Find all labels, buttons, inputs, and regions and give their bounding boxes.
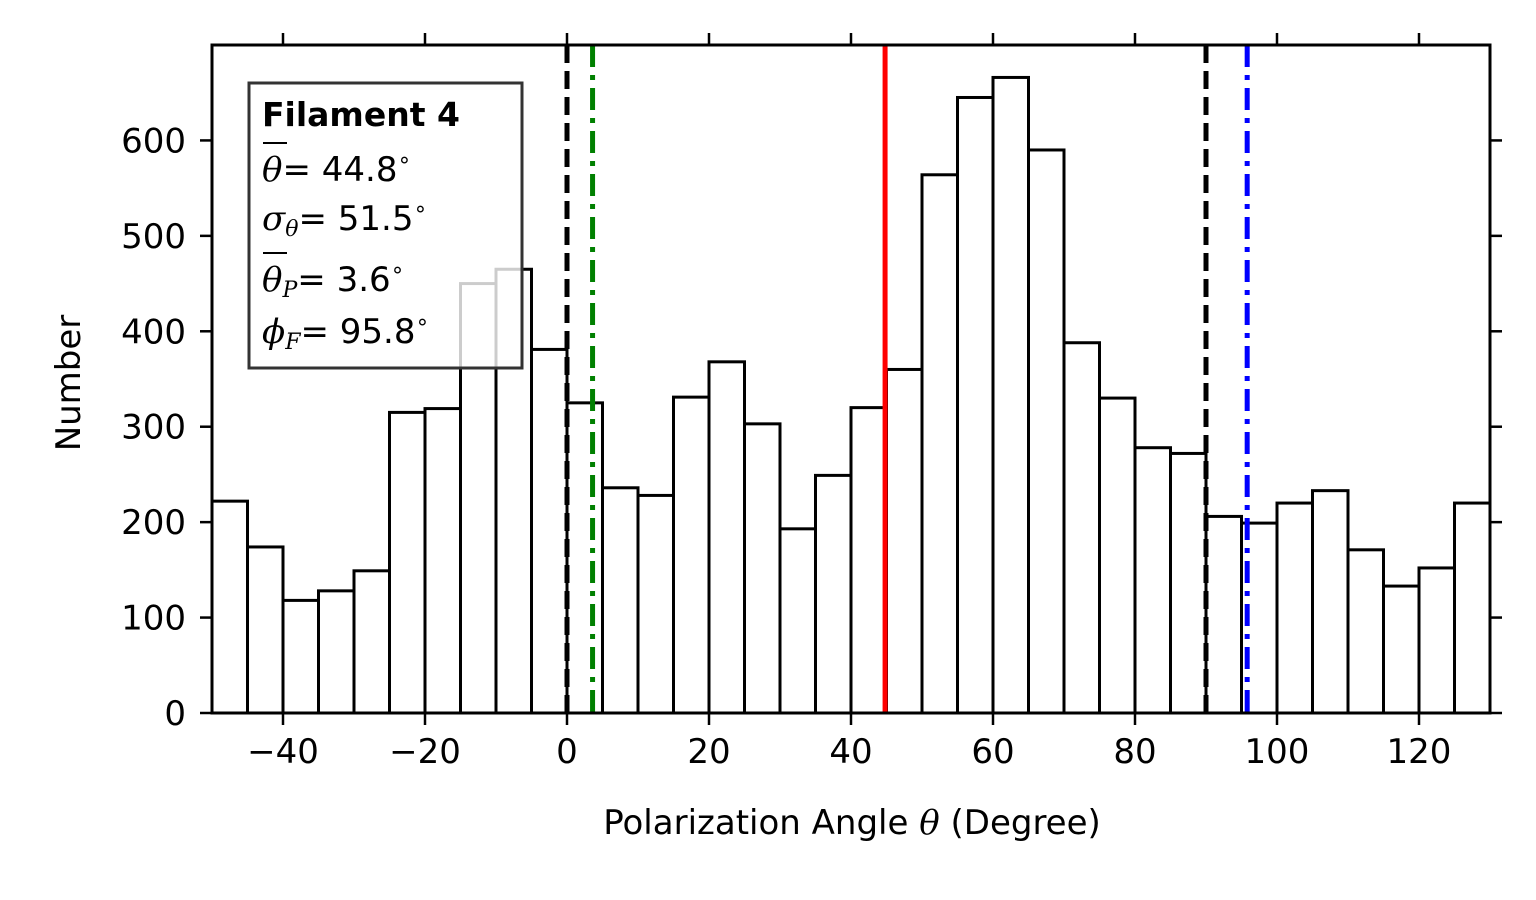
sigma-symbol: σ	[262, 199, 286, 239]
histogram-bar	[1382, 584, 1421, 715]
histogram-bar	[388, 410, 427, 715]
legend-theta-p-value: = 3.6	[297, 260, 390, 300]
histogram-bar	[707, 360, 746, 715]
histogram-bar	[778, 527, 817, 715]
histogram-bar	[956, 95, 995, 715]
legend-phi-row: ϕF= 95.8∘	[262, 310, 429, 355]
theta-symbol: θ	[262, 150, 282, 190]
legend-sigma-row: σθ= 51.5∘	[262, 197, 427, 242]
legend-sigma-value: = 51.5	[298, 199, 413, 239]
x-axis-label: Polarization Angle θ (Degree)	[603, 803, 1101, 843]
x-tick-label: 80	[1113, 732, 1156, 772]
histogram-bar	[1098, 396, 1137, 715]
x-tick-label: 100	[1245, 732, 1310, 772]
histogram-bar	[885, 367, 924, 715]
stats-legend: Filament 4 θ= 44.8∘ σθ= 51.5∘ θP= 3.6∘ ϕ…	[247, 81, 524, 370]
histogram-bar	[743, 422, 782, 715]
histogram-bar	[636, 493, 675, 715]
histogram-bar	[991, 75, 1030, 715]
x-tick-label: 120	[1387, 732, 1452, 772]
legend-box	[247, 81, 524, 370]
y-tick-label: 100	[121, 599, 186, 639]
f-subscript: F	[284, 330, 301, 355]
y-tick-label: 600	[121, 121, 186, 161]
x-tick-label: 60	[971, 732, 1014, 772]
bars-layer	[210, 75, 1492, 715]
ticks-layer: −40 −20 0 20 40 60 80 100 120 0 100 200 300 400 500 600	[121, 33, 1502, 772]
degree-symbol: ∘	[413, 197, 427, 222]
reference-lines-layer	[564, 45, 1250, 713]
legend-title: Filament 4	[262, 95, 460, 134]
histogram-bar	[1169, 451, 1208, 715]
degree-symbol: ∘	[391, 258, 405, 283]
histogram-bar	[1027, 148, 1066, 715]
degree-symbol: ∘	[415, 310, 429, 335]
svg-text:ϕF= 95.8∘: ϕF= 95.8∘	[262, 310, 429, 355]
histogram-bar	[530, 347, 569, 715]
y-tick-label: 400	[121, 312, 186, 352]
legend-theta-p-row: θP= 3.6∘	[262, 252, 404, 303]
theta-symbol: θ	[262, 260, 282, 300]
p-subscript: P	[281, 278, 298, 303]
histogram-bar	[565, 401, 604, 715]
histogram-bar	[672, 395, 711, 715]
x-tick-label: 40	[829, 732, 872, 772]
histogram-bar	[352, 569, 391, 715]
phi-symbol: ϕ	[262, 312, 285, 352]
histogram-bar	[423, 407, 462, 715]
histogram-bar	[920, 173, 959, 715]
histogram-bar	[1453, 501, 1492, 715]
histogram-bar	[814, 473, 853, 715]
x-tick-label: 20	[687, 732, 730, 772]
y-tick-label: 200	[121, 503, 186, 543]
histogram-bar	[1275, 501, 1314, 715]
svg-text:θ= 44.8∘: θ= 44.8∘	[262, 148, 411, 190]
histogram-bar	[1346, 548, 1385, 715]
legend-phi-value: = 95.8	[300, 312, 415, 352]
histogram-bar	[1204, 514, 1243, 715]
legend-theta-mean-row: θ= 44.8∘	[262, 142, 411, 190]
y-tick-label: 500	[121, 217, 186, 257]
histogram-bar	[849, 406, 888, 715]
svg-text:θP= 3.6∘: θP= 3.6∘	[262, 258, 404, 303]
degree-symbol: ∘	[397, 148, 411, 173]
histogram-bar	[601, 486, 640, 715]
y-axis-label: Number	[49, 315, 89, 452]
x-tick-label: −20	[389, 732, 461, 772]
x-tick-label: −40	[247, 732, 319, 772]
histogram-bar	[317, 589, 356, 715]
histogram-bar	[1133, 446, 1172, 715]
histogram-bar	[210, 499, 249, 715]
svg-text:σθ= 51.5∘: σθ= 51.5∘	[262, 197, 427, 242]
y-tick-label: 300	[121, 408, 186, 448]
x-tick-label: 0	[556, 732, 578, 772]
histogram-bar	[281, 598, 320, 715]
histogram-bar	[246, 545, 285, 715]
legend-theta-mean-value: = 44.8	[282, 150, 397, 190]
histogram-bar	[1311, 489, 1350, 715]
theta-subscript: θ	[285, 217, 298, 242]
y-tick-label: 0	[164, 694, 186, 734]
histogram-bar	[1417, 566, 1456, 715]
histogram-bar	[1062, 341, 1101, 715]
